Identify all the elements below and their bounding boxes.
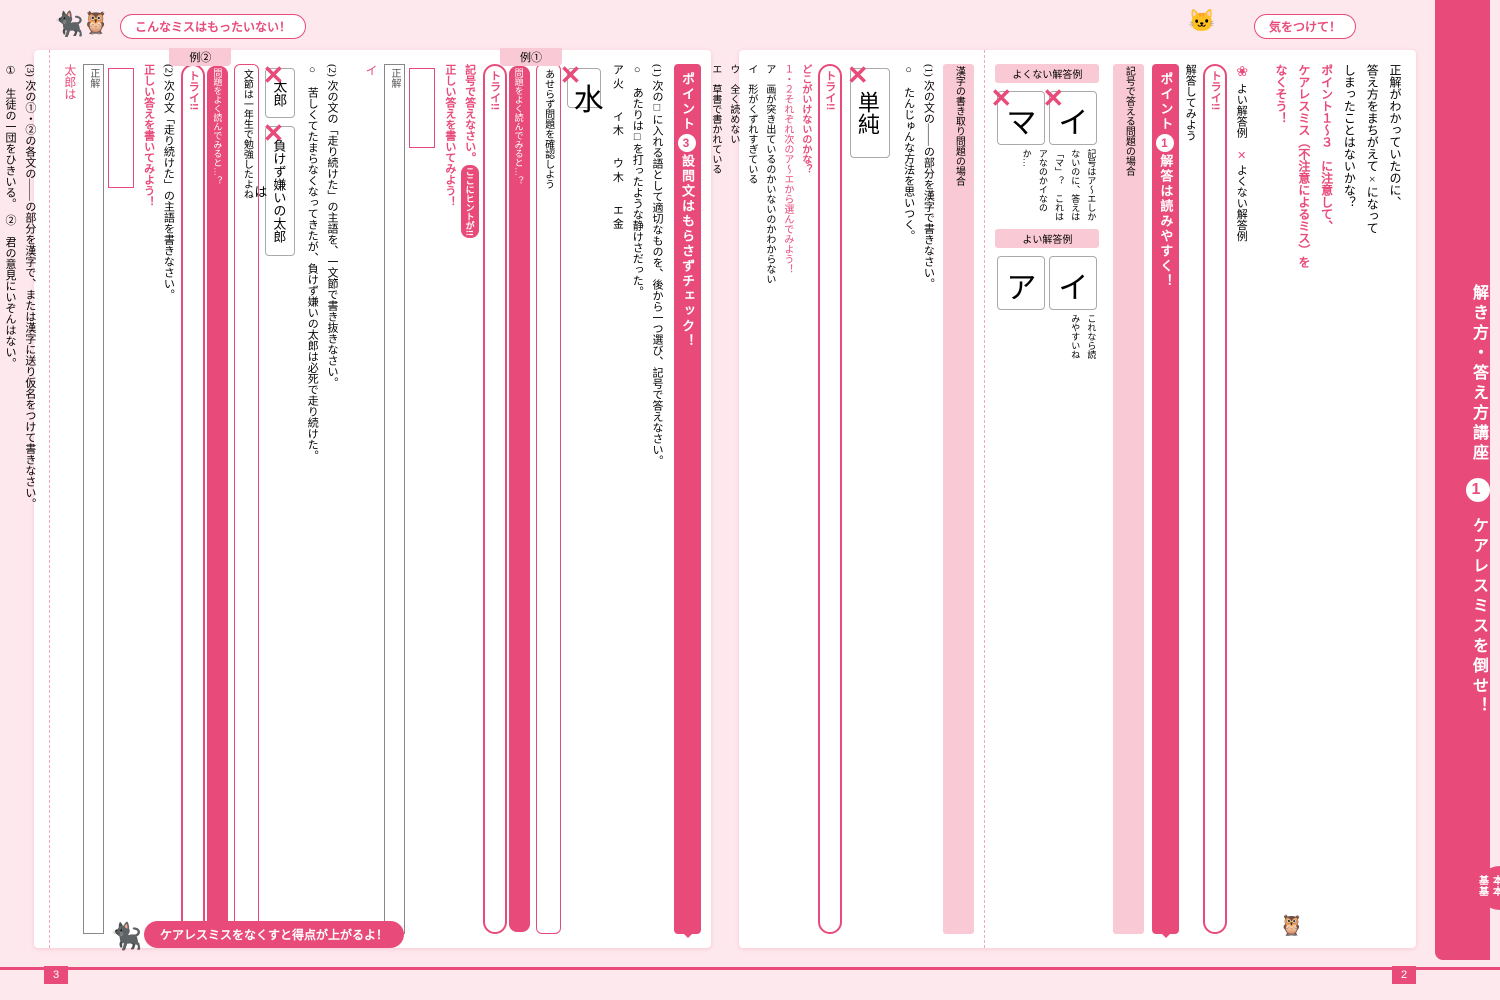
page-num-3: 3 [44,966,68,984]
ex2-input[interactable] [108,68,134,188]
point1-sub: 記号で答える問題の場合 [1113,64,1144,934]
title-tab: 解き方・答え方講座 1 ケアレスミスを倒せ！ 基本の基本！ [1435,0,1490,960]
footer-bubble: ケアレスミスをなくすと得点が上がるよ！ [144,921,404,948]
bad-ans-2: ✕イ [1049,91,1097,145]
point3-input[interactable] [409,68,435,148]
kanji-bad: ✕単純 [850,68,890,158]
kanji-sub: 漢字の書き取り問題の場合 [943,64,974,934]
bad-ans-1: ✕マ [997,91,1045,145]
good-bad-labels: ❀ よい解答例 ✕ よくない解答例 [1233,64,1249,934]
point3-ribbon: ポイント3設問文はもらさずチェック！ [674,64,701,934]
card-right: 正解がわかっていたのに、 答え方をまちがえて×になって しまったことはないかな？… [739,50,1416,948]
page-left: 🐈‍⬛ 🦉 こんなミスはもったいない！ 例① ポイント3設問文はもらさずチェック… [24,8,721,992]
try-badge: トライ!! [1203,64,1227,934]
page-right: 🐱 気をつけて！ 正解がわかっていたのに、 答え方をまちがえて×になって しまっ… [729,8,1426,992]
basic-badge: 基本の基本！ [1478,866,1500,910]
card-left: 例① ポイント3設問文はもらさずチェック！ (1) 次の□に入れる語として適切な… [34,50,711,948]
title-main: ケアレスミスを倒せ！ [1470,516,1487,716]
speech-right: 気をつけて！ [1254,14,1356,39]
owl-icon-2: 🦉 [82,10,110,38]
intro: 正解がわかっていたのに、 答え方をまちがえて×になって しまったことはないかな？… [1269,64,1406,934]
cat-icon: 🐱 [1188,8,1216,36]
kanji-block: (1) 次の文の――の部分を漢字で書きなさい。 ○ たんじゅんな方法を思いつく。 [898,64,938,934]
cat-footer-icon: 🐈‍⬛ [110,922,142,952]
owl-icon: 🦉 [1279,913,1304,938]
speech-left: こんなミスはもったいない！ [120,14,306,39]
point1-ribbon: ポイント1解答は読みやすく！ [1152,64,1179,934]
cat-black-icon: 🐈‍⬛ [54,10,82,38]
title-pre: 解き方・答え方講座 [1470,284,1487,464]
good-ans-2: イ [1049,256,1097,310]
title-num: 1 [1466,478,1490,502]
page-num-2: 2 [1392,966,1416,984]
good-ans-1: ア [997,256,1045,310]
